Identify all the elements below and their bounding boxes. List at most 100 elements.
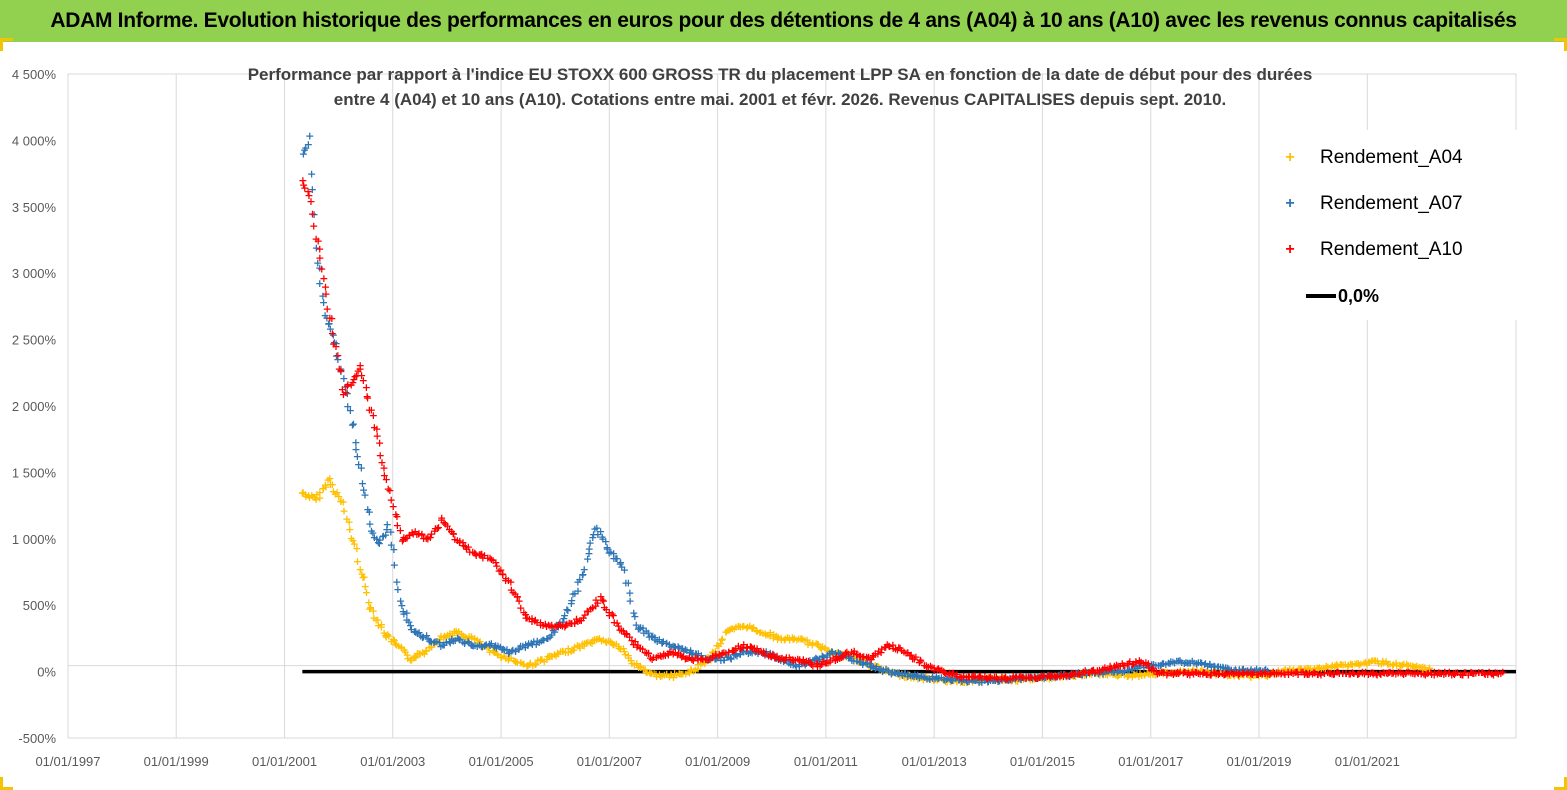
data-point: + <box>821 657 830 670</box>
data-point: + <box>507 645 516 658</box>
data-point: + <box>768 648 777 661</box>
data-point: + <box>588 634 597 647</box>
data-point: + <box>536 653 545 666</box>
data-point: + <box>736 642 745 655</box>
data-point: + <box>899 670 908 683</box>
data-point: + <box>908 670 917 683</box>
data-point: + <box>1081 664 1090 677</box>
data-point: + <box>1184 666 1193 679</box>
data-point: + <box>844 651 853 664</box>
data-point: + <box>964 675 973 688</box>
data-point: + <box>1320 667 1329 680</box>
data-point: + <box>732 650 741 663</box>
data-point: + <box>1077 668 1086 681</box>
data-point: + <box>716 637 725 650</box>
data-point: + <box>359 374 368 387</box>
data-point: + <box>377 620 386 633</box>
data-point: + <box>1139 661 1148 674</box>
data-point: + <box>441 517 450 530</box>
data-point: + <box>1107 661 1116 674</box>
data-point: + <box>1384 658 1393 671</box>
data-point: + <box>606 635 615 648</box>
data-point: + <box>1135 667 1144 680</box>
data-point: + <box>1164 657 1173 670</box>
data-point: + <box>353 450 362 463</box>
data-point: + <box>957 675 966 688</box>
data-point: + <box>319 272 328 285</box>
data-point: + <box>683 666 692 679</box>
data-point: + <box>621 648 630 661</box>
data-point: + <box>1152 665 1161 678</box>
data-point: + <box>332 486 341 499</box>
data-point: + <box>906 672 915 685</box>
data-point: + <box>1203 660 1212 673</box>
data-point: + <box>706 653 715 666</box>
data-point: + <box>365 506 374 519</box>
data-point: + <box>524 637 533 650</box>
data-point: + <box>363 392 372 405</box>
data-point: + <box>492 642 501 655</box>
data-point: + <box>795 660 804 673</box>
data-point: + <box>849 654 858 667</box>
data-point: + <box>1349 667 1358 680</box>
data-point: + <box>411 525 420 538</box>
data-point: + <box>475 548 484 561</box>
data-point: + <box>905 669 914 682</box>
data-point: + <box>638 642 647 655</box>
data-point: + <box>1316 668 1325 681</box>
data-point: + <box>1120 668 1129 681</box>
data-point: + <box>1285 663 1294 676</box>
data-point: + <box>1201 657 1210 670</box>
data-point: + <box>1125 655 1134 668</box>
data-point: + <box>646 651 655 664</box>
data-point: + <box>519 606 528 619</box>
data-point: + <box>1338 667 1347 680</box>
data-point: + <box>1498 666 1507 679</box>
data-point: + <box>343 378 352 391</box>
data-point: + <box>1248 668 1257 681</box>
data-point: + <box>429 636 438 649</box>
data-point: + <box>453 631 462 644</box>
data-point: + <box>1221 662 1230 675</box>
data-point: + <box>475 639 484 652</box>
data-point: + <box>543 650 552 663</box>
data-point: + <box>644 647 653 660</box>
data-point: + <box>335 362 344 375</box>
data-point: + <box>858 658 867 671</box>
data-point: + <box>1229 664 1238 677</box>
data-point: + <box>926 659 935 672</box>
data-point: + <box>575 614 584 627</box>
data-point: + <box>1065 670 1074 683</box>
data-point: + <box>785 651 794 664</box>
data-point: + <box>850 645 859 658</box>
data-point: + <box>626 654 635 667</box>
data-point: + <box>819 651 828 664</box>
data-point: + <box>1200 658 1209 671</box>
data-point: + <box>644 627 653 640</box>
data-point: + <box>389 500 398 513</box>
data-point: + <box>852 653 861 666</box>
data-point: + <box>1141 659 1150 672</box>
data-point: + <box>1094 666 1103 679</box>
data-point: + <box>1051 671 1060 684</box>
data-point: + <box>1359 657 1368 670</box>
data-point: + <box>1166 667 1175 680</box>
data-point: + <box>305 491 314 504</box>
data-point: + <box>307 489 316 502</box>
data-point: + <box>329 338 338 351</box>
data-point: + <box>439 631 448 644</box>
data-point: + <box>399 608 408 621</box>
data-point: + <box>519 657 528 670</box>
data-point: + <box>932 670 941 683</box>
data-point: + <box>1372 667 1381 680</box>
data-point: + <box>471 548 480 561</box>
data-point: + <box>1093 664 1102 677</box>
data-point: + <box>332 350 341 363</box>
data-point: + <box>1425 662 1434 675</box>
data-point: + <box>389 543 398 556</box>
data-point: + <box>593 632 602 645</box>
data-point: + <box>588 601 597 614</box>
data-point: + <box>402 607 411 620</box>
data-point: + <box>1204 666 1213 679</box>
data-point: + <box>458 536 467 549</box>
